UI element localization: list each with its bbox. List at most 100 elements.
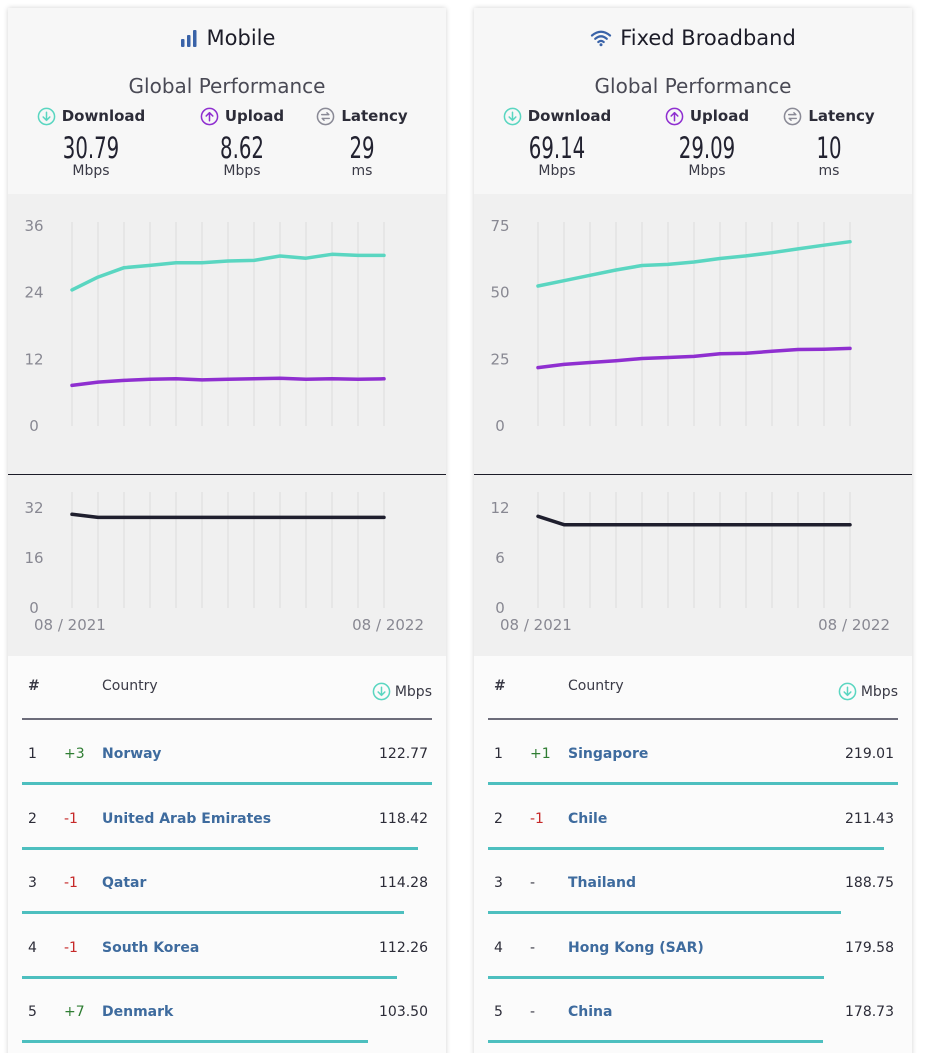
y-tick-label: 75	[490, 217, 509, 235]
row-rank: 4	[28, 939, 37, 956]
row-speed-bar	[22, 911, 404, 914]
row-country-link[interactable]: China	[568, 1004, 613, 1020]
table-row[interactable]: 3 - Thailand 188.75	[488, 849, 898, 914]
rank-column-header: #	[28, 678, 40, 694]
row-rank: 2	[28, 810, 37, 827]
y-tick-label: 6	[495, 549, 505, 567]
row-country-link[interactable]: Denmark	[102, 1004, 174, 1020]
row-rank: 2	[494, 810, 503, 827]
table-row[interactable]: 5 - China 178.73	[488, 978, 898, 1043]
row-speed-bar	[22, 782, 432, 785]
latency-icon	[316, 107, 335, 125]
ranking-table: # Country Mbps 1 +3 Norway 122.77 2 -1 United …	[8, 656, 446, 1053]
latency-chart-svg: 0 16 32 08 / 2021 08 / 2022	[24, 492, 424, 634]
row-country-link[interactable]: Norway	[102, 746, 162, 762]
fixed-broadband-panel: Fixed Broadband Global Performance Downl…	[474, 8, 912, 1053]
download-metric: Download 69.14 Mbps	[492, 106, 622, 179]
latency-icon	[783, 107, 802, 125]
table-row[interactable]: 4 -1 South Korea 112.26	[22, 914, 432, 979]
table-row[interactable]: 2 -1 United Arab Emirates 118.42	[22, 785, 432, 850]
mbps-column-header[interactable]: Mbps	[372, 682, 432, 701]
row-rank-change: -	[530, 939, 536, 956]
x-end-label: 08 / 2022	[352, 616, 424, 634]
rank-column-header: #	[494, 678, 506, 694]
row-country-link[interactable]: Hong Kong (SAR)	[568, 939, 704, 956]
row-country-link[interactable]: Thailand	[568, 875, 636, 891]
latency-series-line	[70, 512, 386, 520]
upload-icon	[200, 107, 219, 125]
y-tick-label: 0	[29, 417, 39, 435]
latency-chart: 0 16 32 08 / 2021 08 / 2022	[8, 476, 446, 656]
y-tick-label: 16	[24, 549, 43, 567]
mbps-label: Mbps	[860, 683, 898, 700]
row-rank-change: -	[530, 875, 536, 891]
speed-chart-svg: 0 25 50 75	[490, 217, 852, 435]
row-rank-change: -1	[64, 875, 78, 891]
row-speed-bar	[22, 1040, 368, 1043]
table-row[interactable]: 1 +3 Norway 122.77	[22, 720, 432, 785]
latency-metric: Latency 10 ms	[764, 106, 894, 179]
download-icon	[838, 682, 857, 701]
row-speed-value: 103.50	[379, 1004, 428, 1020]
y-tick-label: 24	[24, 284, 43, 302]
row-speed-bar	[488, 782, 898, 785]
download-icon	[37, 107, 56, 125]
latency-chart: 0 6 12 08 / 2021 08 / 2022	[474, 476, 912, 656]
table-row[interactable]: 4 - Hong Kong (SAR) 179.58	[488, 914, 898, 979]
latency-metric: Latency 29 ms	[297, 106, 427, 179]
download-unit: Mbps	[72, 163, 110, 179]
chart-divider	[474, 474, 912, 475]
ranking-table: # Country Mbps 1 +1 Singapore 219.01 2 -1 Chil…	[474, 656, 912, 1053]
download-value: 30.79	[62, 131, 120, 165]
upload-unit: Mbps	[223, 163, 261, 179]
table-row[interactable]: 5 +7 Denmark 103.50	[22, 978, 432, 1043]
upload-metric: Upload 29.09 Mbps	[642, 106, 772, 179]
latency-unit: ms	[818, 163, 840, 179]
row-rank: 5	[494, 1004, 503, 1020]
table-row[interactable]: 2 -1 Chile 211.43	[488, 785, 898, 850]
row-rank-change: -1	[64, 810, 78, 827]
country-column-header[interactable]: Country	[568, 678, 624, 694]
row-country-link[interactable]: Chile	[568, 810, 608, 827]
panel-title[interactable]: Fixed Broadband	[474, 24, 912, 52]
y-tick-label: 0	[495, 417, 505, 435]
download-label: Download	[61, 107, 146, 125]
row-rank-change: +1	[530, 746, 551, 762]
row-rank: 3	[28, 875, 37, 891]
signal-bars-icon	[180, 30, 197, 47]
panel-subtitle: Global Performance	[128, 74, 326, 98]
row-country-link[interactable]: Qatar	[102, 875, 147, 891]
row-country-link[interactable]: South Korea	[102, 939, 200, 956]
row-country-link[interactable]: Singapore	[568, 746, 649, 762]
download-label: Download	[527, 107, 612, 125]
row-speed-bar	[488, 846, 884, 850]
upload-value: 8.62	[220, 131, 264, 165]
country-column-header[interactable]: Country	[102, 678, 158, 694]
panel-title[interactable]: Mobile	[8, 24, 446, 52]
row-rank-change: -	[530, 1004, 536, 1020]
row-speed-value: 112.26	[379, 939, 428, 956]
row-speed-bar	[488, 1040, 823, 1043]
row-rank-change: +7	[64, 1004, 85, 1020]
download-series-line	[536, 239, 852, 288]
y-tick-label: 12	[24, 350, 43, 368]
upload-series-line	[536, 346, 852, 370]
row-speed-bar	[22, 975, 397, 979]
row-speed-bar	[22, 846, 418, 850]
row-rank-change: -1	[64, 939, 78, 956]
y-tick-label: 0	[29, 599, 39, 617]
mbps-column-header[interactable]: Mbps	[838, 682, 898, 701]
row-rank: 3	[494, 875, 503, 891]
table-row[interactable]: 1 +1 Singapore 219.01	[488, 720, 898, 785]
x-end-label: 08 / 2022	[818, 616, 890, 634]
row-speed-value: 114.28	[379, 875, 428, 891]
row-country-link[interactable]: United Arab Emirates	[102, 810, 272, 827]
row-speed-value: 118.42	[379, 810, 428, 827]
y-tick-label: 25	[490, 350, 509, 368]
row-rank-change: +3	[64, 746, 85, 762]
row-speed-value: 219.01	[845, 746, 894, 762]
row-rank: 5	[28, 1004, 37, 1020]
latency-unit: ms	[351, 163, 373, 179]
latency-chart-svg: 0 6 12 08 / 2021 08 / 2022	[490, 492, 890, 634]
table-row[interactable]: 3 -1 Qatar 114.28	[22, 849, 432, 914]
